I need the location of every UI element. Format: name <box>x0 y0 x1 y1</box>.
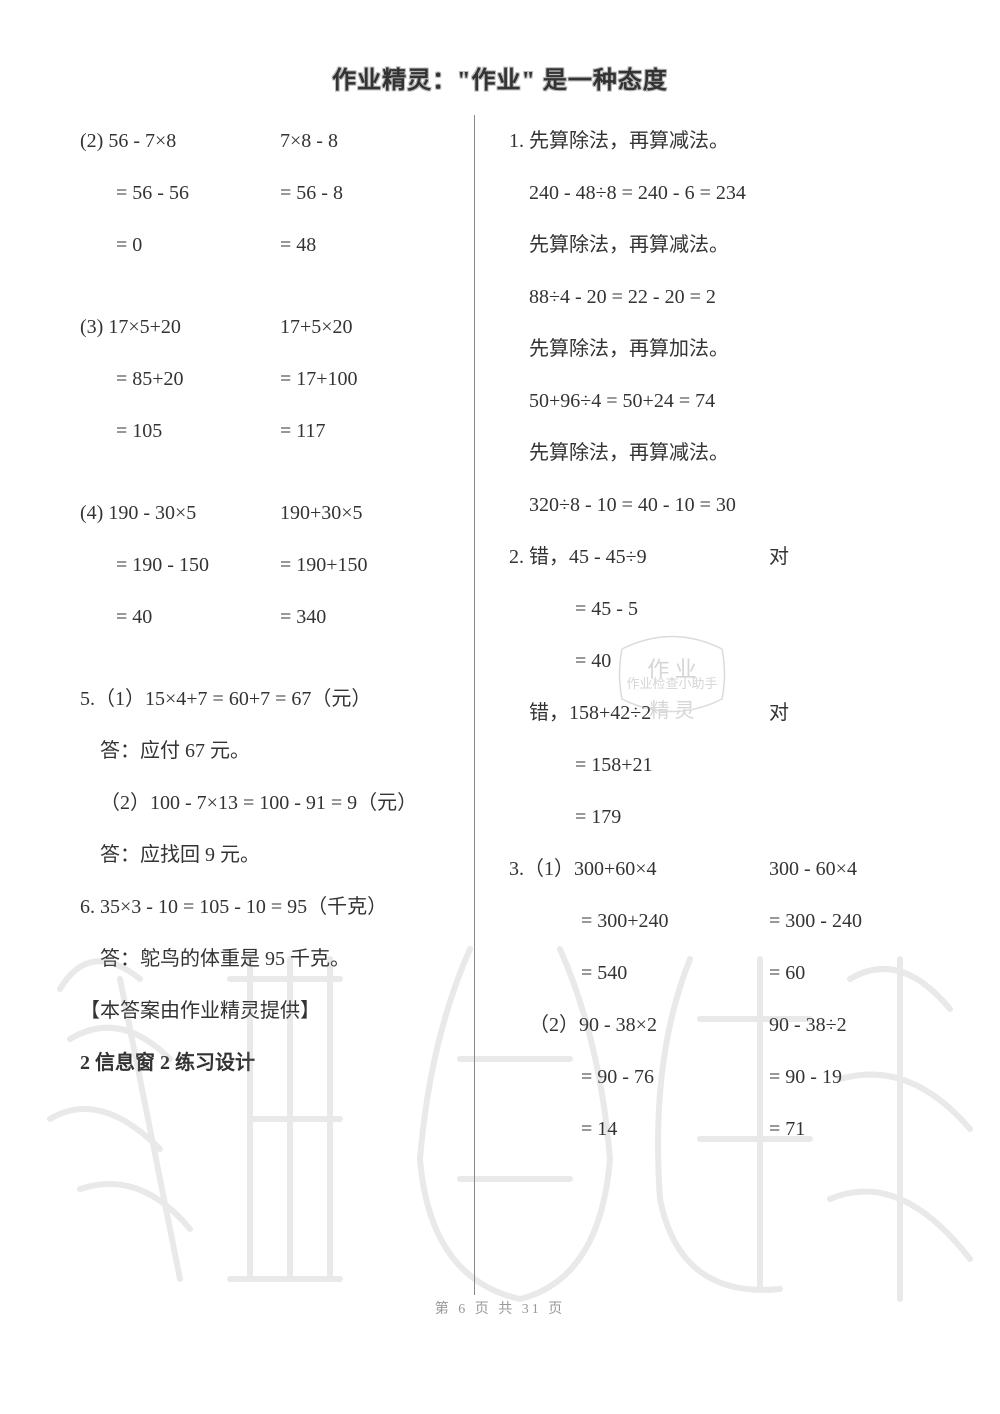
q2-s1-1: = 40 <box>509 635 959 687</box>
p3-a-1: = 85+20 <box>80 353 280 405</box>
header-title: 作业精灵："作业" 是一种态度 <box>332 60 668 95</box>
q3-p2-a2: = 14 <box>509 1103 769 1155</box>
p4-b-0: 190+30×5 <box>280 487 470 539</box>
label-3: (3) <box>80 316 103 338</box>
right-column: 1. 先算除法，再算减法。 240 - 48÷8 = 240 - 6 = 234… <box>479 115 959 1295</box>
p4-a-1: = 190 - 150 <box>80 539 280 591</box>
p2-b-0: 7×8 - 8 <box>280 115 470 167</box>
q5-line2: （2）100 - 7×13 = 100 - 91 = 9（元） <box>80 777 470 829</box>
q3-p1-a1: = 300+240 <box>509 895 769 947</box>
problem-2: (2) 56 - 7×8 = 56 - 56 = 0 7×8 - 8 = 56 … <box>80 115 470 271</box>
p3-a-2: = 105 <box>80 405 280 457</box>
q1-h2: 先算除法，再算减法。 <box>509 219 959 271</box>
q6-ans1: 答：鸵鸟的体重是 95 千克。 <box>80 933 470 985</box>
credit-line: 【本答案由作业精灵提供】 <box>80 985 470 1037</box>
q3-p2-b2: = 71 <box>769 1103 939 1155</box>
q2-line2b: 对 <box>769 687 939 739</box>
q3-p2-b1: = 90 - 19 <box>769 1051 939 1103</box>
q3-p2-a0: （2）90 - 38×2 <box>509 999 769 1051</box>
p3-b-0: 17+5×20 <box>280 301 470 353</box>
q1-l4: 320÷8 - 10 = 40 - 10 = 30 <box>509 479 959 531</box>
p2-a-0: 56 - 7×8 <box>108 130 176 152</box>
q3-p1: 3.（1）300+60×4 = 300+240 = 540 300 - 60×4… <box>509 843 959 999</box>
problem-4: (4) 190 - 30×5 = 190 - 150 = 40 190+30×5… <box>80 487 470 643</box>
p3-b-2: = 117 <box>280 405 470 457</box>
q5-ans1: 答：应付 67 元。 <box>80 725 470 777</box>
p4-b-1: = 190+150 <box>280 539 470 591</box>
q6-line1: 6. 35×3 - 10 = 105 - 10 = 95（千克） <box>80 881 470 933</box>
q1-h4: 先算除法，再算减法。 <box>509 427 959 479</box>
left-column: (2) 56 - 7×8 = 56 - 56 = 0 7×8 - 8 = 56 … <box>40 115 470 1295</box>
q2-row1: 2. 错，45 - 45÷9 对 <box>509 531 959 583</box>
q3-p2-a1: = 90 - 76 <box>509 1051 769 1103</box>
q2-row2: 错，158+42÷2 对 <box>509 687 959 739</box>
q5-ans2: 答：应找回 9 元。 <box>80 829 470 881</box>
p4-b-2: = 340 <box>280 591 470 643</box>
q3-p1-a0: 3.（1）300+60×4 <box>509 843 769 895</box>
q3-p1-b1: = 300 - 240 <box>769 895 939 947</box>
p2-b-2: = 48 <box>280 219 470 271</box>
q1-intro: 1. 先算除法，再算减法。 <box>509 115 959 167</box>
q1-l2: 88÷4 - 20 = 22 - 20 = 2 <box>509 271 959 323</box>
label-2: (2) <box>80 130 103 152</box>
q3-p1-b0: 300 - 60×4 <box>769 843 939 895</box>
column-divider <box>474 115 475 1295</box>
content-area: (2) 56 - 7×8 = 56 - 56 = 0 7×8 - 8 = 56 … <box>0 115 1000 1295</box>
p2-b-1: = 56 - 8 <box>280 167 470 219</box>
footer-text: 第 6 页 共 31 页 <box>435 1302 566 1317</box>
p3-a-0: 17×5+20 <box>108 316 181 338</box>
label-4: (4) <box>80 502 103 524</box>
page-footer: 第 6 页 共 31 页 <box>0 1298 1000 1318</box>
p2-a-1: = 56 - 56 <box>80 167 280 219</box>
q3-p2-b0: 90 - 38÷2 <box>769 999 939 1051</box>
p4-a-2: = 40 <box>80 591 280 643</box>
page-header: 作业精灵："作业" 是一种态度 <box>0 0 1000 115</box>
q2-line2a: 错，158+42÷2 <box>509 687 769 739</box>
q2-s1-0: = 45 - 5 <box>509 583 959 635</box>
q2-s2-1: = 179 <box>509 791 959 843</box>
q1-l3: 50+96÷4 = 50+24 = 74 <box>509 375 959 427</box>
q3-p1-a2: = 540 <box>509 947 769 999</box>
q2-line1b: 对 <box>769 531 939 583</box>
section-title: 2 信息窗 2 练习设计 <box>80 1037 470 1089</box>
problem-3: (3) 17×5+20 = 85+20 = 105 17+5×20 = 17+1… <box>80 301 470 457</box>
q1-l1: 240 - 48÷8 = 240 - 6 = 234 <box>509 167 959 219</box>
q3-p2: （2）90 - 38×2 = 90 - 76 = 14 90 - 38÷2 = … <box>509 999 959 1155</box>
p2-a-2: = 0 <box>80 219 280 271</box>
p3-b-1: = 17+100 <box>280 353 470 405</box>
q5-line1: 5.（1）15×4+7 = 60+7 = 67（元） <box>80 673 470 725</box>
q2-s2-0: = 158+21 <box>509 739 959 791</box>
p4-a-0: 190 - 30×5 <box>108 502 196 524</box>
q1-h3: 先算除法，再算加法。 <box>509 323 959 375</box>
q2-line1a: 2. 错，45 - 45÷9 <box>509 531 769 583</box>
q3-p1-b2: = 60 <box>769 947 939 999</box>
